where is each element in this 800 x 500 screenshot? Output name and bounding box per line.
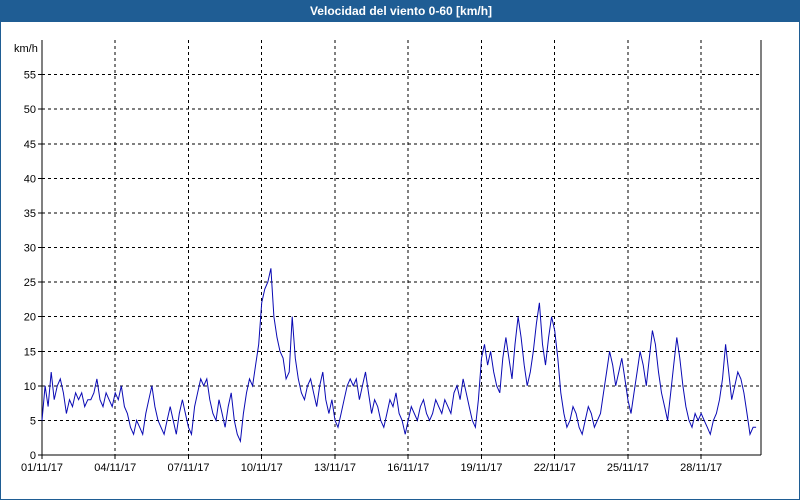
y-tick-label: 50 [24,104,36,116]
x-tick-label: 16/11/17 [387,462,429,474]
x-tick-label: 19/11/17 [460,462,502,474]
y-tick-label: 45 [24,139,36,151]
y-tick-label: 10 [24,381,36,393]
y-tick-label: 30 [24,243,36,255]
y-tick-label: 25 [24,277,36,289]
x-tick-label: 04/11/17 [94,462,136,474]
chart-title: Velocidad del viento 0-60 [km/h] [1,0,800,22]
wind-speed-chart: 0 5 10 15 20 25 30 35 40 45 50 55 01/11/17 04/11/17 07… [14,40,762,474]
x-tick-label: 25/11/17 [607,462,649,474]
x-tick-label: 07/11/17 [167,462,209,474]
y-axis-unit-label: km/h [14,43,38,55]
x-tick-label: 13/11/17 [314,462,356,474]
y-tick-label: 40 [24,173,36,185]
y-tick-label: 0 [30,450,36,462]
x-tick-label: 01/11/17 [21,462,63,474]
y-tick-label: 5 [30,415,36,427]
y-tick-label: 35 [24,208,36,220]
x-tick-label: 28/11/17 [680,462,722,474]
y-tick-label: 55 [24,70,36,82]
y-tick-label: 15 [24,346,36,358]
wind-speed-series-line [41,268,757,444]
x-tick-label: 22/11/17 [534,462,576,474]
y-tick-label: 20 [24,312,36,324]
x-tick-label: 10/11/17 [241,462,283,474]
